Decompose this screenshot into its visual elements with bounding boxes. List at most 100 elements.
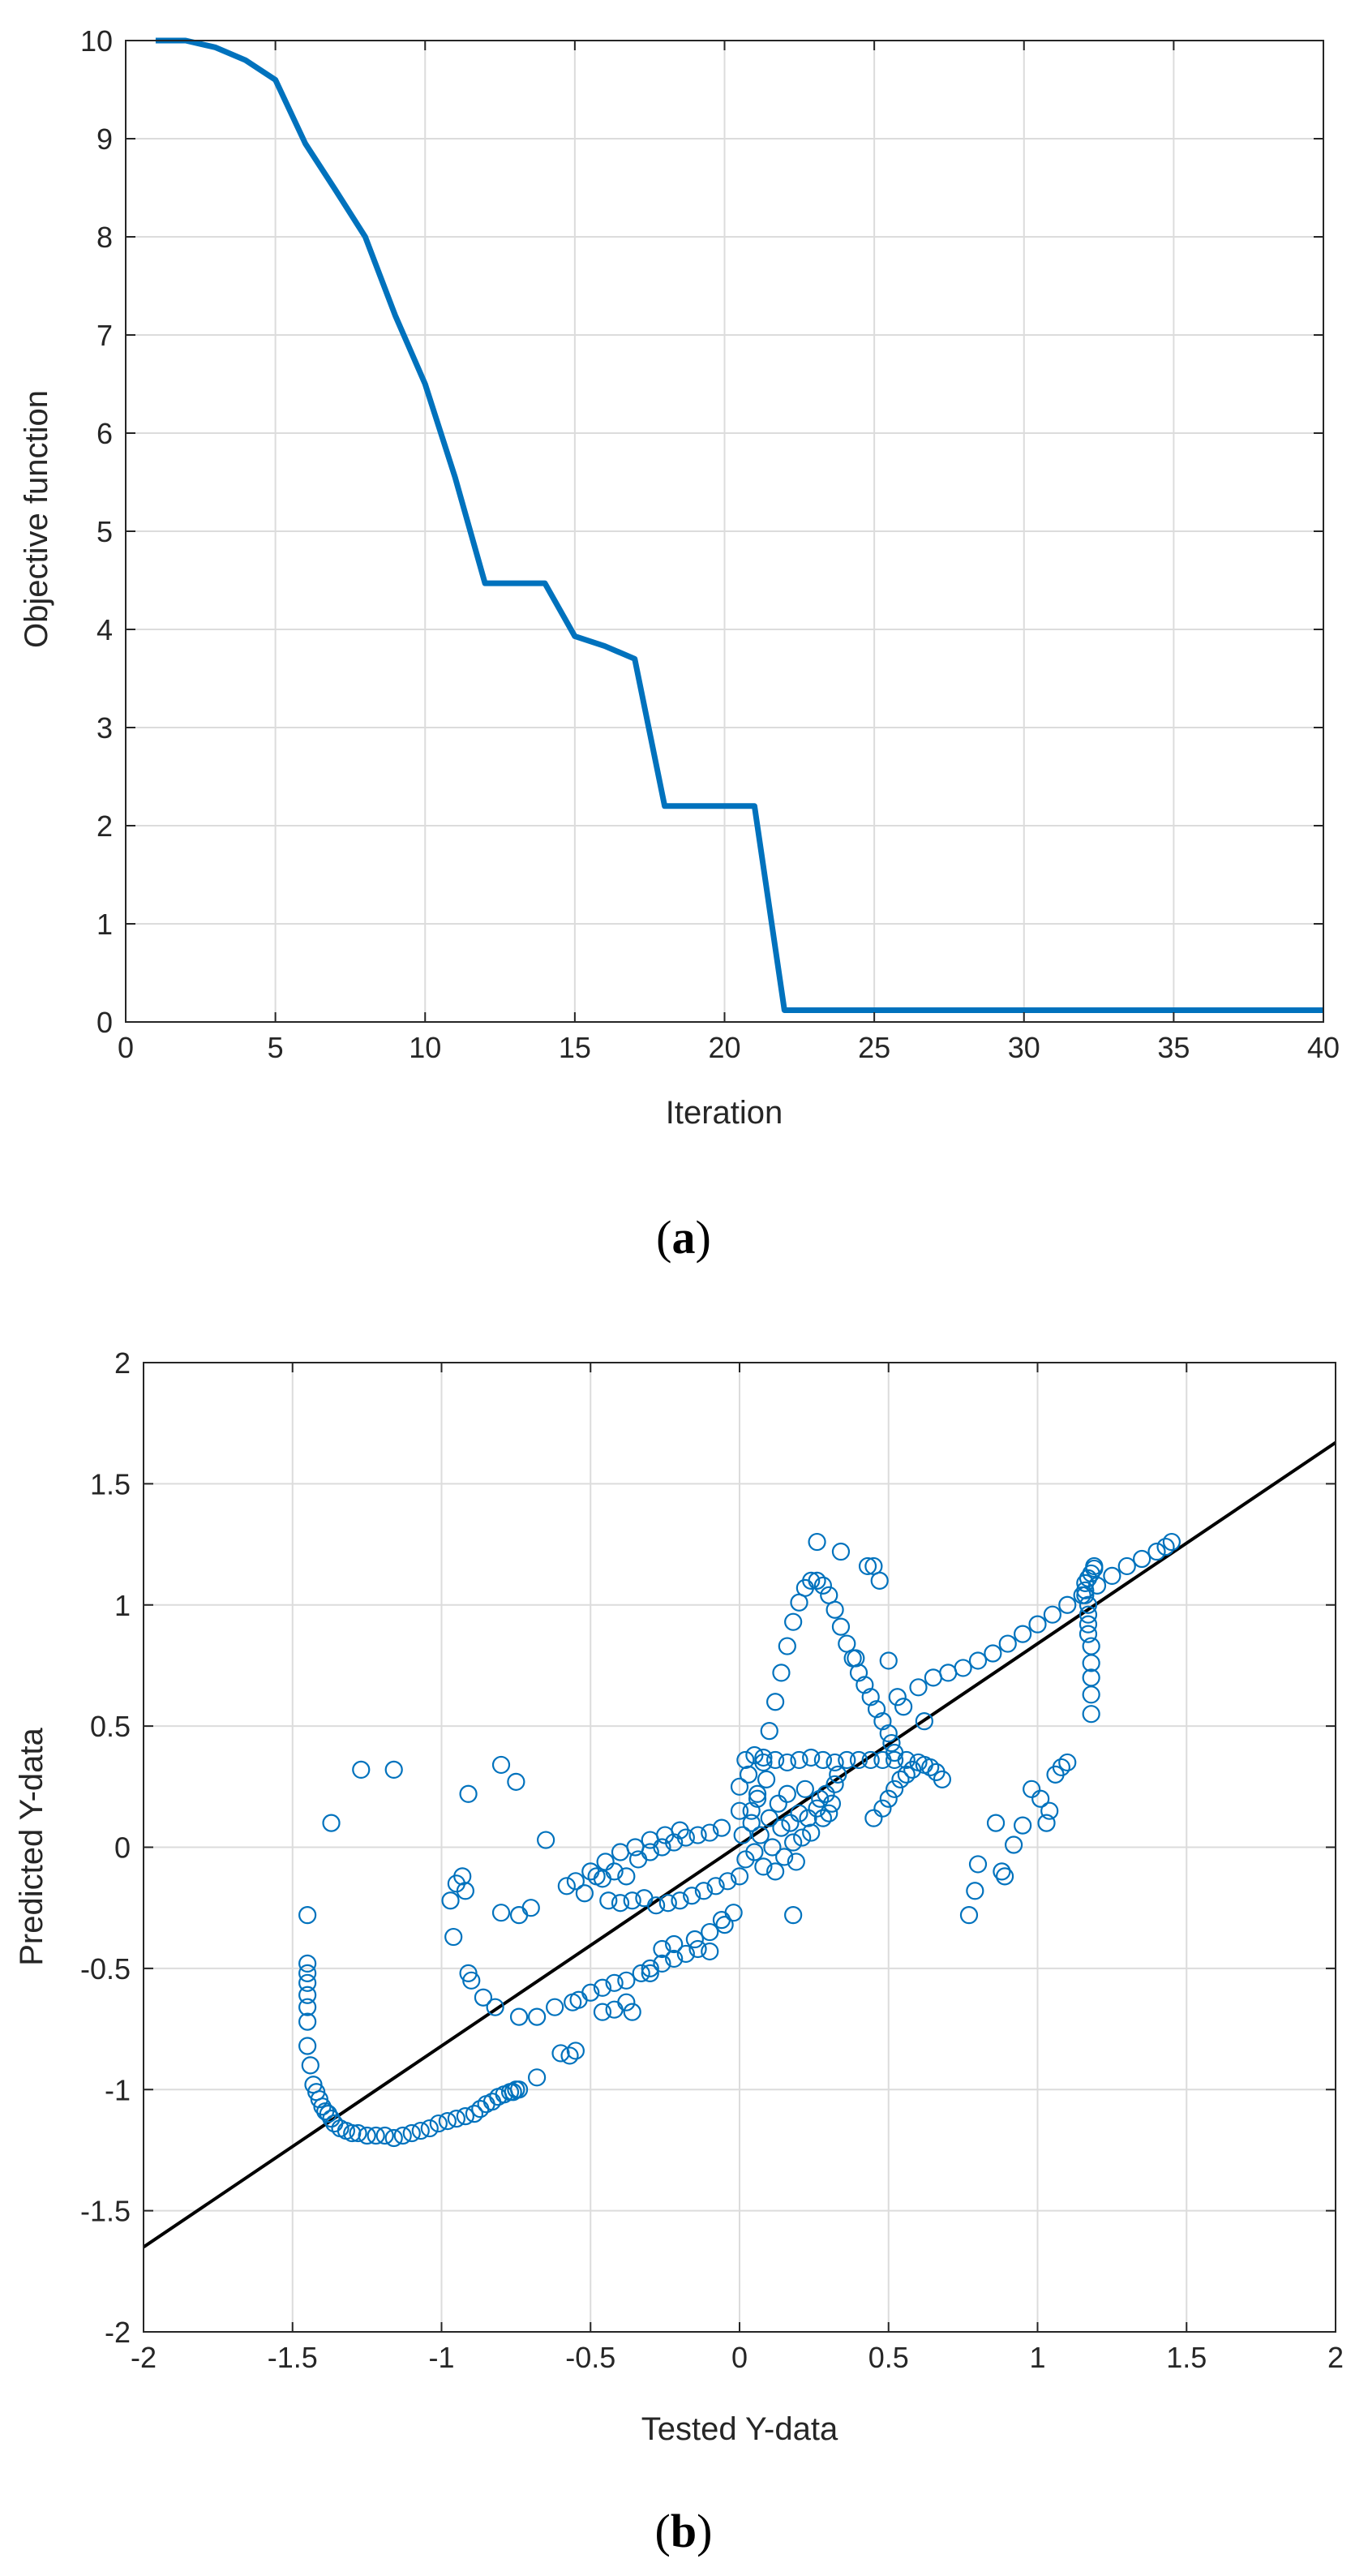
scatter-point bbox=[1076, 1581, 1095, 1599]
panel-b-caption: (b) bbox=[655, 2505, 713, 2557]
panel-b-gridlines bbox=[143, 1362, 1336, 2333]
scatter-point bbox=[751, 1826, 770, 1844]
scatter-point bbox=[968, 1855, 988, 1874]
scatter-point bbox=[778, 1784, 796, 1803]
panel-a-x-tick-label: 15 bbox=[559, 1031, 591, 1064]
scatter-point bbox=[521, 1899, 540, 1917]
scatter-point bbox=[733, 1826, 752, 1844]
scatter-point bbox=[742, 1801, 761, 1820]
scatter-point bbox=[888, 1688, 907, 1707]
scatter-point bbox=[688, 1939, 707, 1959]
panel-a-x-tick-label: 5 bbox=[268, 1031, 284, 1064]
scatter-point bbox=[772, 1818, 791, 1837]
scatter-point bbox=[298, 1954, 317, 1973]
scatter-point bbox=[849, 1750, 868, 1770]
scatter-point bbox=[986, 1814, 1006, 1832]
scatter-point bbox=[569, 1990, 588, 2009]
scatter-point bbox=[730, 1867, 749, 1886]
scatter-point bbox=[575, 1884, 594, 1903]
scatter-point bbox=[658, 1894, 677, 1913]
scatter-point bbox=[298, 1973, 317, 1992]
scatter-point bbox=[632, 1964, 650, 1982]
scatter-point bbox=[628, 1850, 648, 1869]
scatter-point bbox=[319, 2105, 337, 2123]
panel-a-x-axis-label: Iteration bbox=[666, 1095, 783, 1131]
panel-b-y-tick-label: -2 bbox=[105, 2316, 131, 2349]
scatter-point bbox=[790, 1804, 808, 1823]
scatter-point bbox=[444, 1927, 463, 1947]
panel-a-y-tick-label: 3 bbox=[96, 711, 113, 745]
scatter-point bbox=[897, 1765, 916, 1784]
panel-a-x-tick-label: 40 bbox=[1307, 1031, 1340, 1064]
scatter-point bbox=[429, 2114, 448, 2133]
scatter-point bbox=[1079, 1595, 1098, 1614]
scatter-point bbox=[1043, 1605, 1061, 1624]
scatter-point bbox=[817, 1784, 835, 1803]
scatter-point bbox=[1117, 1556, 1136, 1576]
scatter-point bbox=[1082, 1685, 1100, 1704]
scatter-point bbox=[298, 2037, 317, 2055]
panel-a-y-tick-label: 6 bbox=[96, 417, 113, 450]
scatter-point bbox=[712, 1911, 731, 1930]
scatter-point bbox=[808, 1571, 826, 1590]
panel-a-caption-letter: a bbox=[672, 1211, 696, 1264]
scatter-point bbox=[959, 1906, 979, 1925]
panel-b-y-axis-label: Predicted Y-data bbox=[14, 1727, 49, 1965]
scatter-point bbox=[736, 1750, 755, 1770]
scatter-point bbox=[1052, 1758, 1071, 1777]
scatter-point bbox=[802, 1748, 821, 1767]
scatter-point bbox=[605, 1973, 624, 1992]
scatter-point bbox=[769, 1794, 787, 1813]
scatter-point bbox=[459, 1784, 478, 1803]
panel-a-y-tick-label: 9 bbox=[96, 122, 113, 156]
panel-b-x-tick-label: -1 bbox=[428, 2341, 454, 2374]
scatter-point bbox=[966, 1882, 984, 1900]
panel-b-x-tick-label: -2 bbox=[131, 2341, 157, 2374]
scatter-point bbox=[420, 2119, 439, 2138]
scatter-point bbox=[301, 2056, 319, 2075]
scatter-point bbox=[838, 1750, 856, 1770]
scatter-point bbox=[903, 1760, 922, 1779]
scatter-point bbox=[1037, 1814, 1056, 1832]
scatter-point bbox=[1023, 1780, 1041, 1798]
scatter-point bbox=[882, 1733, 901, 1753]
scatter-point bbox=[384, 1760, 403, 1779]
scatter-point bbox=[646, 1896, 666, 1915]
scatter-point bbox=[566, 1872, 585, 1891]
scatter-point bbox=[885, 1750, 904, 1770]
scatter-point bbox=[730, 1777, 749, 1796]
scatter-point bbox=[671, 1821, 689, 1840]
scatter-point bbox=[447, 2110, 465, 2128]
panel-b-caption-letter: b bbox=[671, 2505, 697, 2557]
scatter-point bbox=[671, 1891, 689, 1910]
scatter-point bbox=[998, 1634, 1017, 1653]
scatter-point bbox=[509, 2007, 529, 2026]
scatter-point bbox=[1082, 1705, 1100, 1724]
scatter-point bbox=[879, 1651, 898, 1670]
scatter-point bbox=[867, 1700, 886, 1719]
scatter-point bbox=[826, 1753, 844, 1772]
panel-b-y-tick-label: -1.5 bbox=[80, 2195, 131, 2228]
scatter-point bbox=[641, 1964, 659, 1982]
panel-a-y-tick-label: 2 bbox=[96, 809, 113, 843]
panel-a-y-tick-label: 8 bbox=[96, 221, 113, 254]
scatter-point bbox=[1004, 1835, 1023, 1854]
scatter-point bbox=[474, 1988, 493, 2007]
scatter-point bbox=[784, 1906, 803, 1925]
scatter-point bbox=[995, 1867, 1014, 1886]
scatter-point bbox=[1040, 1801, 1059, 1820]
panel-a-x-tick-label: 0 bbox=[118, 1031, 134, 1064]
scatter-point bbox=[298, 2012, 317, 2031]
scatter-point bbox=[438, 2111, 457, 2131]
scatter-point bbox=[781, 1814, 800, 1832]
scatter-point bbox=[665, 1949, 684, 1968]
scatter-point bbox=[1082, 1637, 1100, 1655]
panel-b-scatter-points bbox=[298, 1532, 1181, 2148]
scatter-point bbox=[718, 1872, 737, 1891]
scatter-point bbox=[1082, 1668, 1100, 1687]
scatter-point bbox=[754, 1748, 773, 1767]
panel-b-x-tick-label: 1.5 bbox=[1166, 2341, 1207, 2374]
panel-a-x-tick-label: 30 bbox=[1008, 1031, 1040, 1064]
scatter-point bbox=[775, 1848, 794, 1866]
